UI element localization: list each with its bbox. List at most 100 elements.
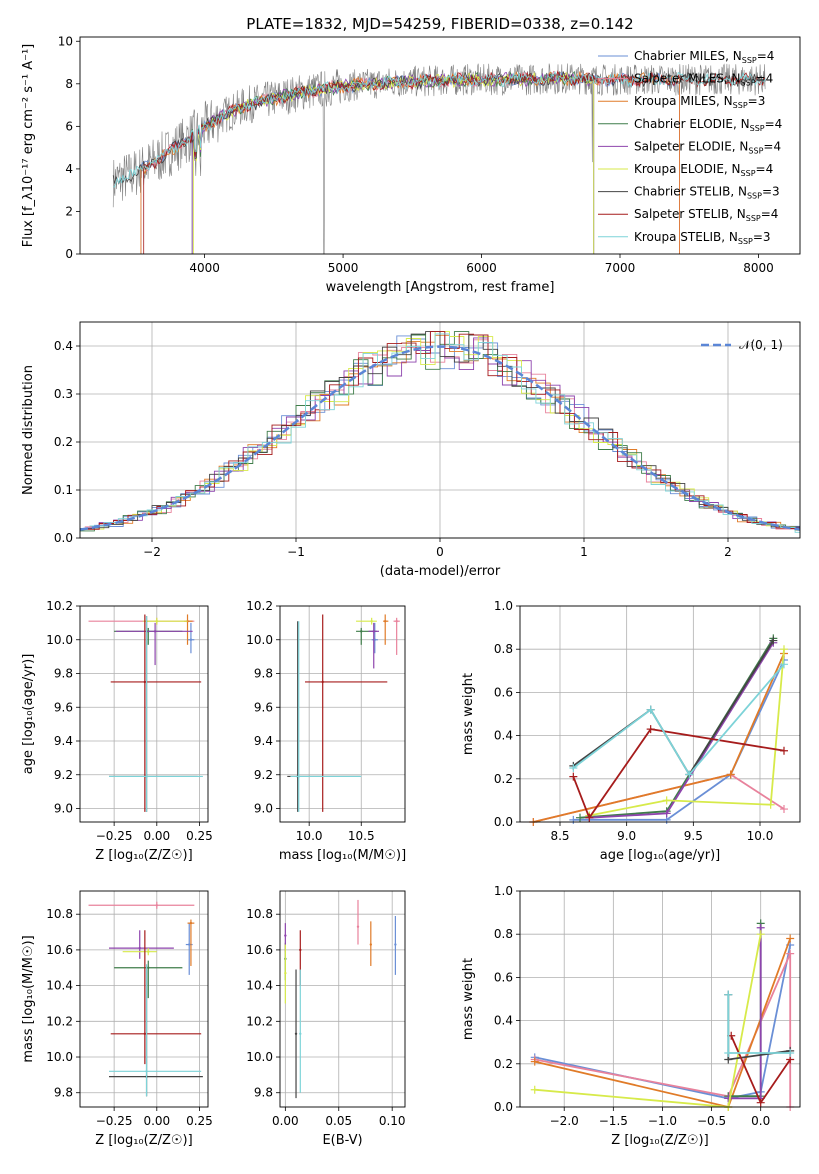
x-axis-label: Z [log₁₀(Z/Z☉)] [611, 1133, 708, 1148]
y-tick-label: 10.0 [46, 1050, 73, 1064]
x-axis-label: Z [log₁₀(Z/Z☉)] [95, 1133, 192, 1148]
x-tick-label: 6000 [466, 261, 497, 275]
x-axis-label: mass [log₁₀(M/M☉)] [279, 848, 406, 863]
x-tick-label: −2 [143, 545, 161, 559]
axes-frame [519, 605, 801, 823]
y-tick-label: 1.0 [494, 599, 513, 613]
x-tick-label: 0.00 [143, 1114, 170, 1128]
y-tick-label: 10.2 [46, 1014, 73, 1028]
y-tick-label: 9.4 [254, 734, 273, 748]
data-point [145, 775, 148, 778]
x-tick-label: 1 [580, 545, 588, 559]
y-tick-label: 10.0 [246, 1050, 273, 1064]
data-point [189, 638, 193, 641]
axes-frame [79, 321, 801, 539]
data-point [284, 934, 287, 937]
x-tick-label: 0 [436, 545, 444, 559]
x-tick-label: 10.0 [747, 829, 774, 843]
x-tick-label: 8.5 [550, 829, 569, 843]
y-tick-label: 10.2 [46, 599, 73, 613]
y-tick-label: 1.0 [494, 884, 513, 898]
weight-marker [530, 1085, 539, 1094]
weight-marker [576, 813, 584, 822]
spectrum-model-line [191, 72, 595, 254]
residual-histogram [89, 333, 800, 533]
weight-marker [766, 800, 775, 809]
residual-histogram [80, 331, 800, 530]
y-tick-label: 10 [58, 34, 73, 48]
y-tick-label: 0.6 [494, 685, 513, 699]
x-tick-label: −1 [287, 545, 305, 559]
y-tick-label: 9.2 [54, 768, 73, 782]
y-tick-label: 10.6 [46, 943, 73, 957]
x-tick-label: 0.25 [186, 829, 213, 843]
weight-marker [662, 796, 671, 805]
x-tick-label: 5000 [328, 261, 359, 275]
axes-frame [279, 890, 406, 1108]
y-tick-label: 0.1 [54, 483, 73, 497]
data-point [189, 921, 193, 925]
spectrum-data-line [112, 63, 766, 255]
x-tick-label: −1.0 [648, 1114, 677, 1128]
x-tick-label: 2 [724, 545, 732, 559]
y-tick-label: 9.0 [54, 802, 73, 816]
y-tick-label: 9.8 [54, 667, 73, 681]
y-tick-label: 0.2 [494, 1057, 513, 1071]
data-point [145, 1070, 148, 1073]
x-tick-label: 4000 [189, 261, 220, 275]
y-tick-label: 9.8 [54, 1086, 73, 1100]
y-tick-label: 9.4 [54, 734, 73, 748]
x-tick-label: 9.5 [684, 829, 703, 843]
axes-frame [519, 890, 801, 1108]
weight-line [533, 773, 785, 823]
y-tick-label: 0.0 [494, 1100, 513, 1114]
y-tick-label: 0.2 [494, 772, 513, 786]
weight-marker [569, 815, 578, 824]
data-point [138, 946, 141, 950]
data-point [372, 630, 375, 633]
data-point [188, 943, 191, 946]
y-axis-label: mass [log₁₀(M/M☉)] [21, 935, 36, 1062]
legend-label: Kroupa MILES, NSSP=3 [634, 94, 765, 110]
data-point [299, 948, 302, 952]
x-tick-label: 0.00 [272, 1114, 299, 1128]
y-tick-label: 10.8 [46, 907, 73, 921]
weight-marker [585, 813, 594, 822]
spectrum-model-line [140, 70, 680, 254]
spectrum-model-line [140, 71, 680, 254]
weight-line [728, 927, 762, 1100]
normal-curve [79, 345, 801, 531]
weight-marker [780, 660, 788, 669]
x-tick-label: 0.05 [325, 1114, 352, 1128]
x-tick-label: 7000 [605, 261, 636, 275]
legend-label: Kroupa ELODIE, NSSP=4 [634, 162, 773, 178]
y-tick-label: 0.4 [54, 339, 73, 353]
y-tick-label: 0.8 [494, 642, 513, 656]
data-point [155, 904, 158, 907]
y-tick-label: 6 [65, 119, 73, 133]
x-axis-label: wavelength [Angstrom, rest frame] [326, 280, 555, 295]
weight-marker [569, 772, 578, 781]
figure-title: PLATE=1832, MJD=54259, FIBERID=0338, z=0… [246, 15, 633, 33]
y-tick-label: 10.8 [246, 907, 273, 921]
x-axis-label: E(B-V) [322, 1133, 362, 1148]
data-point [360, 630, 363, 633]
x-axis-label: (data-model)/error [380, 564, 501, 579]
y-tick-label: 4 [65, 162, 73, 176]
data-point [321, 680, 324, 684]
x-tick-label: −0.25 [96, 829, 133, 843]
x-tick-label: 0.25 [186, 1114, 213, 1128]
y-tick-label: 0.6 [494, 970, 513, 984]
weight-marker [786, 1049, 795, 1057]
data-point [155, 619, 158, 623]
weight-marker [646, 705, 655, 714]
y-tick-label: 0.4 [494, 729, 513, 743]
data-point [143, 1032, 147, 1036]
x-axis-label: Z [log₁₀(Z/Z☉)] [95, 848, 192, 863]
y-tick-label: 2 [65, 204, 73, 218]
weight-line [728, 923, 762, 1098]
legend-label: Salpeter MILES, NSSP=4 [634, 72, 773, 88]
x-tick-label: 8000 [743, 261, 774, 275]
y-tick-label: 8 [65, 77, 73, 91]
weight-marker [724, 1049, 733, 1057]
